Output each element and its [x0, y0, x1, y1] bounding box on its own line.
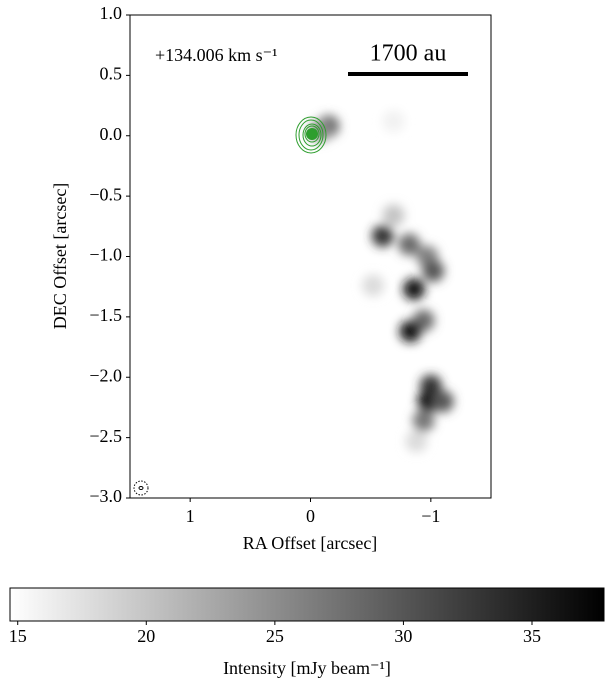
beam-core — [138, 486, 144, 490]
emission-blob — [412, 409, 435, 432]
colorbar-tick-label: 25 — [266, 626, 284, 646]
colorbar-tick-label: 20 — [137, 626, 155, 646]
y-tick-label: 0.5 — [100, 64, 123, 84]
y-tick-label: −3.0 — [89, 486, 122, 506]
y-tick-label: −1.5 — [89, 305, 122, 325]
y-tick-label: −1.0 — [89, 245, 122, 265]
emission-blob — [431, 390, 454, 413]
contours — [295, 116, 327, 154]
emission-blob — [399, 320, 422, 343]
y-axis-label: DEC Offset [arcsec] — [50, 183, 70, 330]
colorbar — [9, 587, 605, 622]
emission-blob — [405, 430, 428, 453]
scale-bar-label: 1700 au — [370, 41, 447, 67]
y-tick-label: 0.0 — [100, 124, 123, 144]
emission-blob — [382, 110, 405, 133]
contour-core — [306, 128, 318, 140]
emission-blob — [371, 224, 394, 247]
y-tick-label: 1.0 — [100, 3, 123, 23]
y-tick-label: −2.5 — [89, 426, 122, 446]
x-tick-label: −1 — [421, 506, 440, 526]
x-tick-label: 0 — [306, 506, 315, 526]
colorbar-label: Intensity [mJy beam⁻¹] — [223, 658, 391, 678]
contour — [302, 123, 322, 147]
y-tick-label: −2.0 — [89, 365, 122, 385]
contour — [295, 116, 327, 154]
emission-blob — [362, 274, 385, 297]
beam — [133, 480, 149, 496]
y-tick-label: −0.5 — [89, 184, 122, 204]
emission-blob — [398, 233, 421, 256]
contour — [298, 119, 324, 151]
emission-blob — [382, 204, 405, 227]
colorbar-tick-label: 30 — [394, 626, 412, 646]
velocity-label: +134.006 km s⁻¹ — [155, 45, 278, 65]
emission-map — [309, 110, 454, 453]
colorbar-tick-label: 35 — [523, 626, 541, 646]
colorbar-tick-label: 15 — [9, 626, 27, 646]
x-axis-label: RA Offset [arcsec] — [243, 533, 378, 553]
x-tick-label: 1 — [186, 506, 195, 526]
contour — [304, 125, 320, 143]
emission-blob — [422, 259, 445, 282]
emission-blob — [402, 278, 425, 301]
